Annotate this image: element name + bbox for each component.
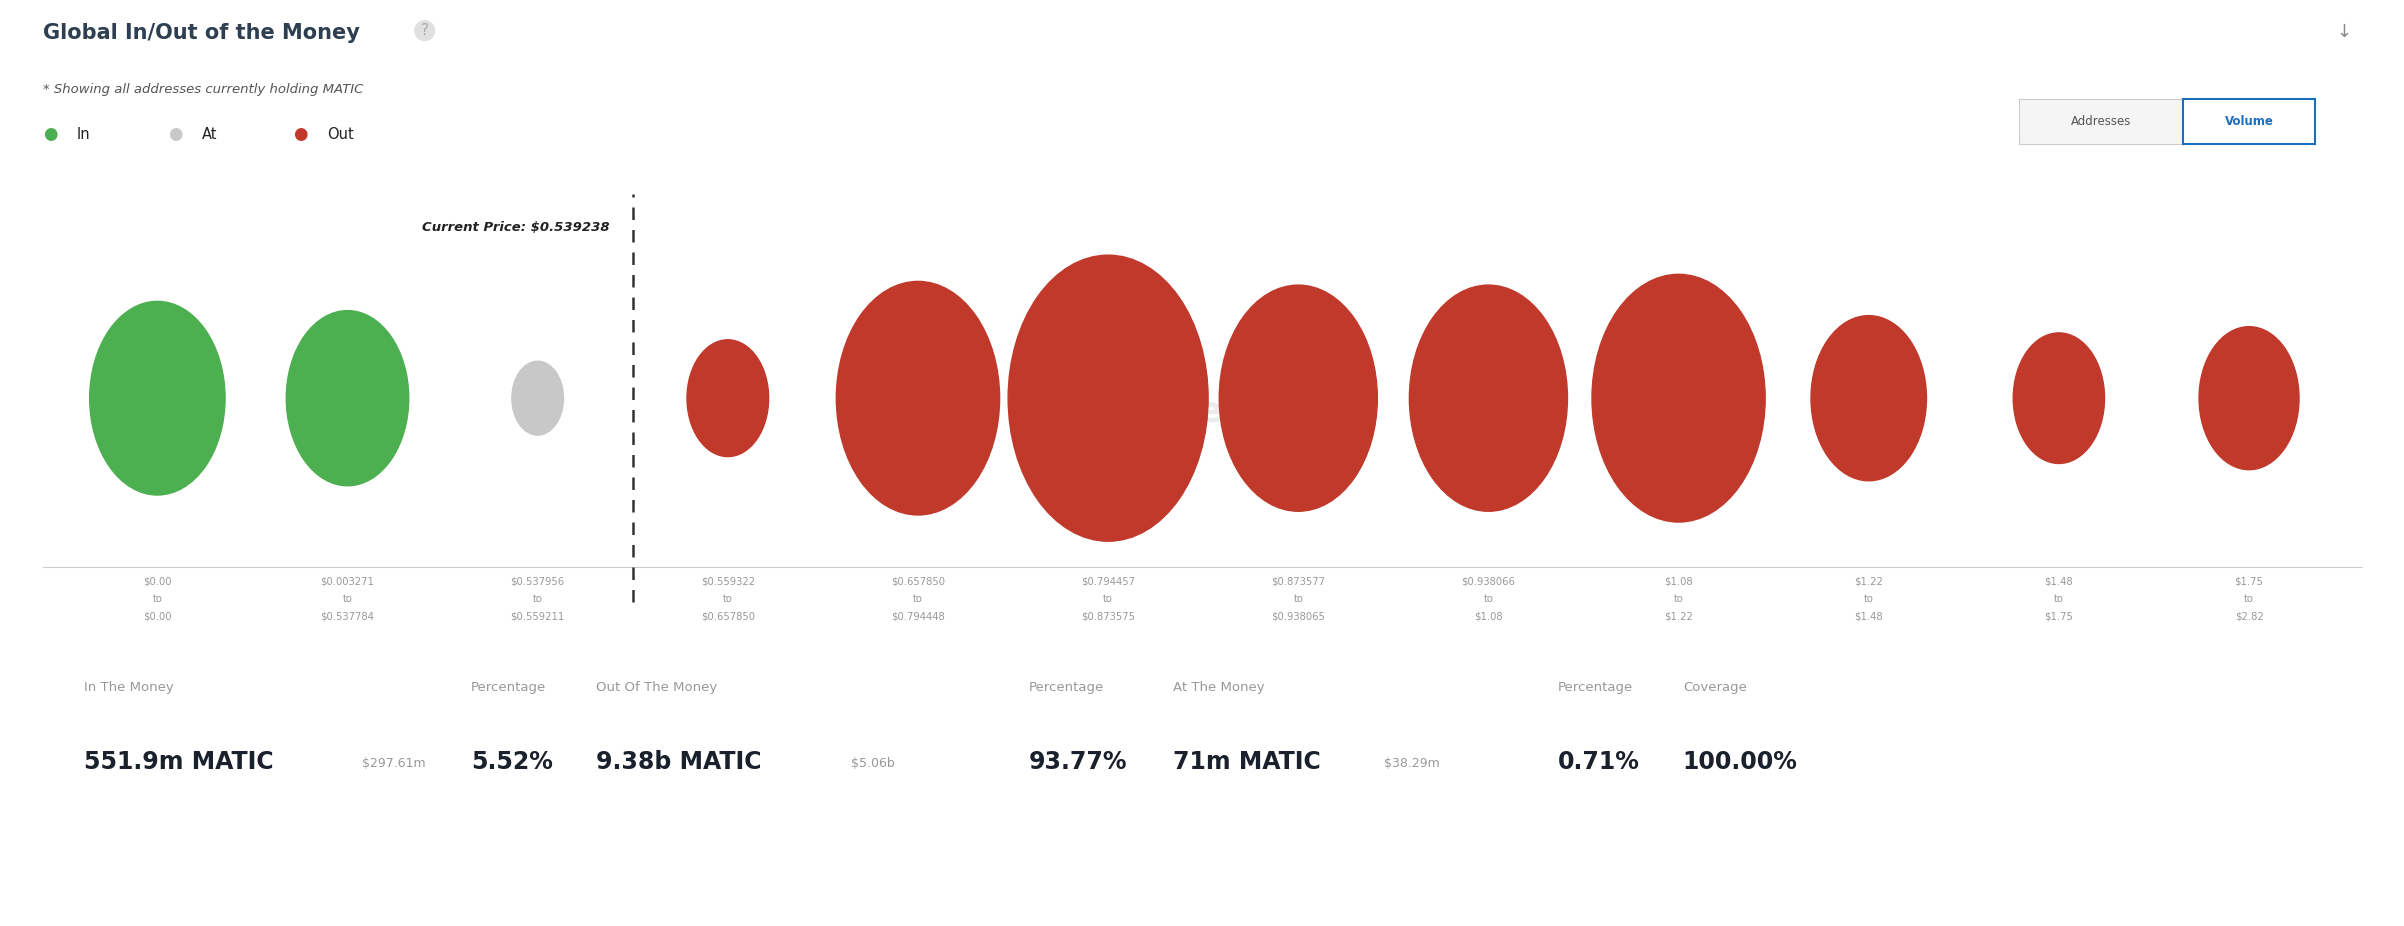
Circle shape <box>2012 332 2104 463</box>
Circle shape <box>89 301 226 495</box>
Text: to: to <box>2053 594 2063 604</box>
Text: Current Price: $0.539238: Current Price: $0.539238 <box>423 221 611 234</box>
Text: $0.537956: $0.537956 <box>510 576 565 586</box>
Text: 9.38b MATIC: 9.38b MATIC <box>596 750 762 774</box>
Text: $0.00: $0.00 <box>144 612 171 621</box>
Text: $1.75: $1.75 <box>2236 576 2265 586</box>
Text: $0.00: $0.00 <box>144 576 171 586</box>
Text: $1.08: $1.08 <box>1664 576 1692 586</box>
Text: Percentage: Percentage <box>1029 681 1103 694</box>
Text: $0.938066: $0.938066 <box>1462 576 1515 586</box>
Text: to: to <box>1103 594 1113 604</box>
Text: to: to <box>1483 594 1493 604</box>
Text: ?: ? <box>421 23 428 38</box>
Circle shape <box>1810 316 1926 481</box>
Text: $0.873577: $0.873577 <box>1272 576 1325 586</box>
Text: ●: ● <box>168 125 183 144</box>
Text: $0.559322: $0.559322 <box>700 576 755 586</box>
Circle shape <box>2200 327 2298 469</box>
Text: Global In/Out of the Money: Global In/Out of the Money <box>43 23 361 44</box>
Text: to: to <box>1293 594 1303 604</box>
Text: 71m MATIC: 71m MATIC <box>1173 750 1320 774</box>
Text: Percentage: Percentage <box>471 681 546 694</box>
Text: $1.22: $1.22 <box>1664 612 1692 621</box>
Text: $0.794448: $0.794448 <box>892 612 945 621</box>
Text: intotheblock: intotheblock <box>1075 394 1332 429</box>
Text: 93.77%: 93.77% <box>1029 750 1127 774</box>
Text: At The Money: At The Money <box>1173 681 1265 694</box>
Text: $0.873575: $0.873575 <box>1082 612 1135 621</box>
Text: $38.29m: $38.29m <box>1385 757 1440 770</box>
Text: 5.52%: 5.52% <box>471 750 553 774</box>
Text: $0.657850: $0.657850 <box>892 576 945 586</box>
Text: to: to <box>914 594 923 604</box>
Text: 100.00%: 100.00% <box>1683 750 1798 774</box>
Text: to: to <box>1863 594 1873 604</box>
Text: Addresses: Addresses <box>2070 115 2132 128</box>
Text: Coverage: Coverage <box>1683 681 1748 694</box>
Text: $1.48: $1.48 <box>2043 576 2072 586</box>
Text: In The Money: In The Money <box>84 681 173 694</box>
Text: $0.003271: $0.003271 <box>320 576 375 586</box>
Circle shape <box>688 340 769 457</box>
Text: $1.22: $1.22 <box>1853 576 1882 586</box>
Circle shape <box>837 282 1000 515</box>
Circle shape <box>286 310 409 486</box>
Text: $2.82: $2.82 <box>2236 612 2265 621</box>
Text: to: to <box>534 594 543 604</box>
Text: to: to <box>724 594 733 604</box>
Text: In: In <box>77 127 91 142</box>
Text: Percentage: Percentage <box>1558 681 1632 694</box>
Text: to: to <box>151 594 163 604</box>
Text: 0.71%: 0.71% <box>1558 750 1640 774</box>
Text: ↓: ↓ <box>2337 23 2351 41</box>
Text: $1.75: $1.75 <box>2043 612 2072 621</box>
Text: $1.48: $1.48 <box>1853 612 1882 621</box>
Text: Out: Out <box>327 127 353 142</box>
Text: Volume: Volume <box>2224 115 2274 128</box>
Text: Out Of The Money: Out Of The Money <box>596 681 716 694</box>
Text: to: to <box>1673 594 1683 604</box>
Text: $0.537784: $0.537784 <box>320 612 375 621</box>
Text: $0.657850: $0.657850 <box>702 612 755 621</box>
Text: $1.08: $1.08 <box>1474 612 1502 621</box>
Text: At: At <box>202 127 216 142</box>
Circle shape <box>1219 285 1377 511</box>
Text: $297.61m: $297.61m <box>361 757 426 770</box>
Text: $5.06b: $5.06b <box>851 757 894 770</box>
Text: to: to <box>2243 594 2255 604</box>
Circle shape <box>1409 285 1567 511</box>
Text: * Showing all addresses currently holding MATIC: * Showing all addresses currently holdin… <box>43 83 363 96</box>
Text: $0.794457: $0.794457 <box>1082 576 1135 586</box>
Text: 551.9m MATIC: 551.9m MATIC <box>84 750 274 774</box>
Text: ●: ● <box>43 125 58 144</box>
Text: to: to <box>344 594 353 604</box>
Circle shape <box>512 361 563 435</box>
Text: $0.938065: $0.938065 <box>1272 612 1325 621</box>
Circle shape <box>1007 256 1209 541</box>
Circle shape <box>1591 274 1765 522</box>
Text: ●: ● <box>293 125 308 144</box>
Text: $0.559211: $0.559211 <box>510 612 565 621</box>
